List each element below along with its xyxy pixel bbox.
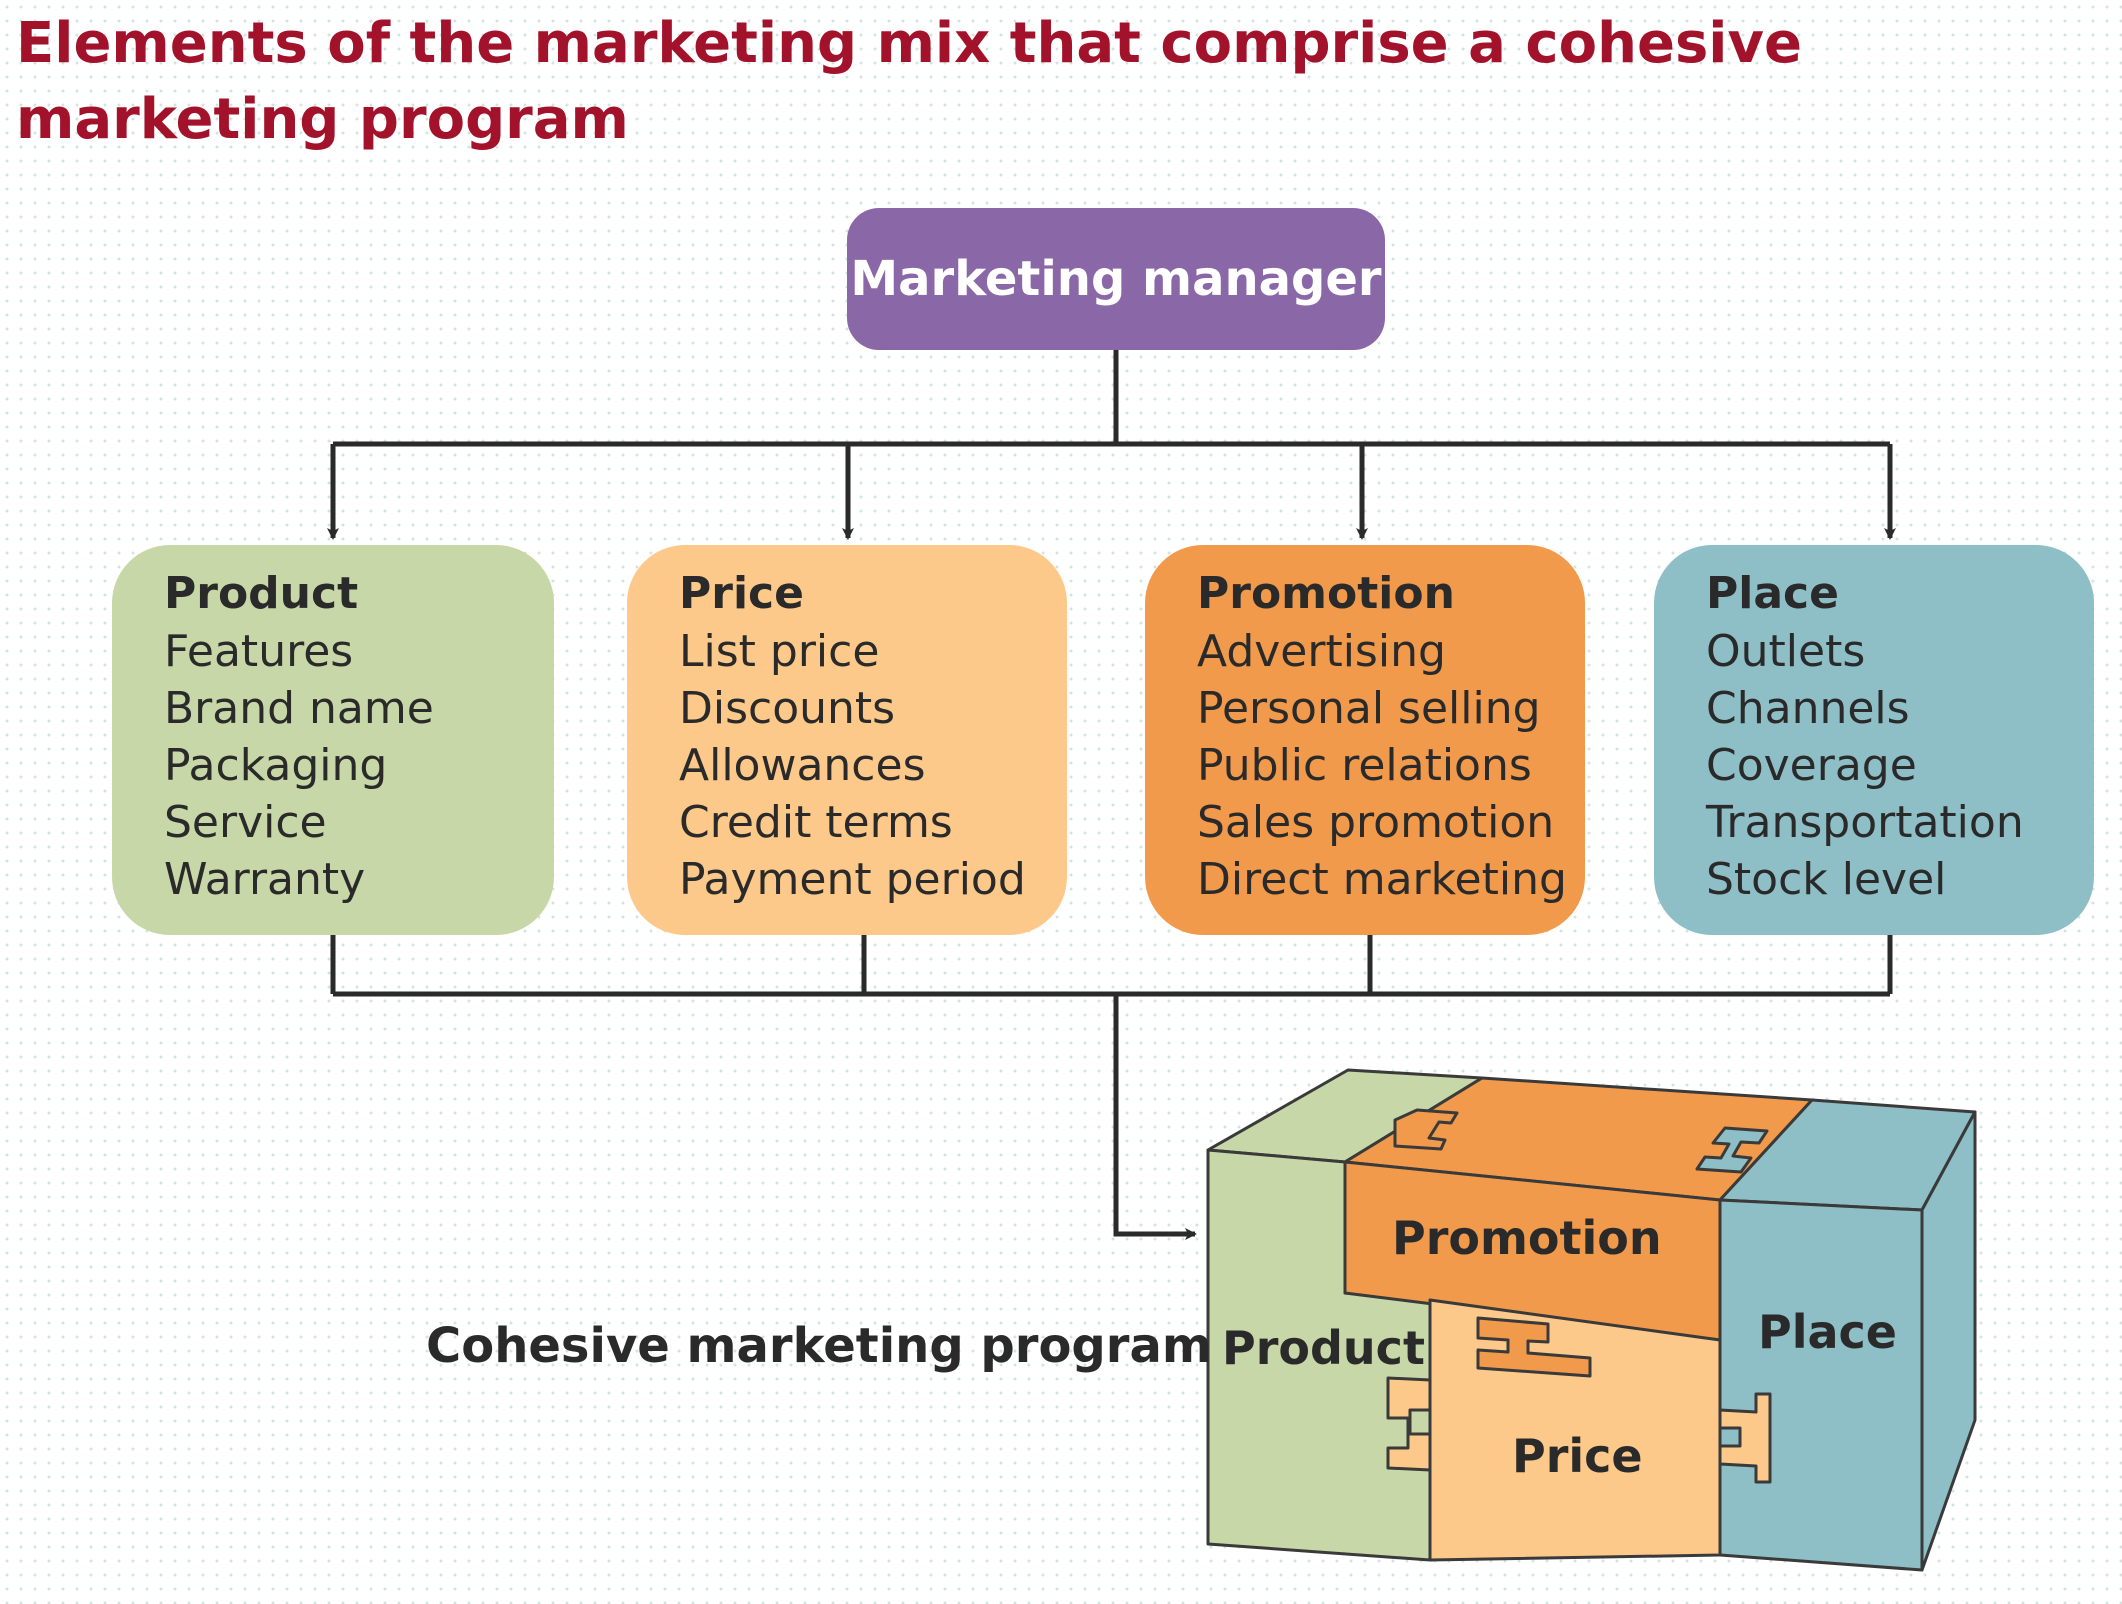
card-item: Public relations xyxy=(1197,740,1532,791)
card-item: Personal selling xyxy=(1197,683,1541,734)
card-item: Allowances xyxy=(679,740,926,791)
box-front-place xyxy=(1718,1198,1924,1572)
card-item: Coverage xyxy=(1706,740,1917,791)
page-title: Elements of the marketing mix that compr… xyxy=(16,11,1802,152)
place-card-title: Place xyxy=(1706,568,1839,619)
box-label-product: Product xyxy=(1222,1321,1425,1375)
puzzle-tab-top-right xyxy=(1695,1126,1769,1174)
card-item: Outlets xyxy=(1706,626,1866,677)
card-item: Transportation xyxy=(1706,797,2024,848)
box-label-price: Price xyxy=(1512,1429,1643,1483)
card-item: Stock level xyxy=(1706,854,1947,905)
price-card: Price List price Discounts Allowances Cr… xyxy=(627,545,1067,935)
cohesive-program-label: Cohesive marketing program xyxy=(426,1318,1212,1374)
card-item: Payment period xyxy=(679,854,1026,905)
box-side-place xyxy=(1920,1110,1977,1572)
product-card: Product Features Brand name Packaging Se… xyxy=(112,545,554,935)
card-item: Warranty xyxy=(164,854,366,905)
top-connectors xyxy=(327,350,1896,540)
puzzle-tab-top-left xyxy=(1393,1108,1459,1151)
box-label-place: Place xyxy=(1758,1305,1897,1359)
card-item: List price xyxy=(679,626,880,677)
bottom-connectors xyxy=(330,935,1893,1240)
price-card-title: Price xyxy=(679,568,804,619)
arrow-to-program xyxy=(1113,994,1197,1240)
promotion-card-title: Promotion xyxy=(1197,568,1455,619)
puzzle-tab-right xyxy=(1718,1392,1772,1484)
card-item: Direct marketing xyxy=(1197,854,1567,905)
card-item: Features xyxy=(164,626,354,677)
place-card-items: Outlets Channels Coverage Transportation… xyxy=(1706,623,2094,908)
card-item: Packaging xyxy=(164,740,388,791)
price-card-items: List price Discounts Allowances Credit t… xyxy=(679,623,1067,908)
card-item: Channels xyxy=(1706,683,1910,734)
card-item: Brand name xyxy=(164,683,434,734)
card-item: Advertising xyxy=(1197,626,1446,677)
puzzle-tab-center xyxy=(1476,1316,1592,1378)
program-box xyxy=(1206,1068,1977,1572)
box-label-promotion: Promotion xyxy=(1392,1211,1662,1265)
card-item: Discounts xyxy=(679,683,896,734)
puzzle-tab-left xyxy=(1386,1376,1432,1472)
card-item: Service xyxy=(164,797,327,848)
product-card-items: Features Brand name Packaging Service Wa… xyxy=(164,623,554,908)
marketing-manager-box: Marketing manager xyxy=(847,208,1385,350)
promotion-card: Promotion Advertising Personal selling P… xyxy=(1145,545,1585,935)
card-item: Credit terms xyxy=(679,797,953,848)
product-card-title: Product xyxy=(164,568,359,619)
promotion-card-items: Advertising Personal selling Public rela… xyxy=(1197,623,1585,908)
place-card: Place Outlets Channels Coverage Transpor… xyxy=(1654,545,2094,935)
card-item: Sales promotion xyxy=(1197,797,1555,848)
